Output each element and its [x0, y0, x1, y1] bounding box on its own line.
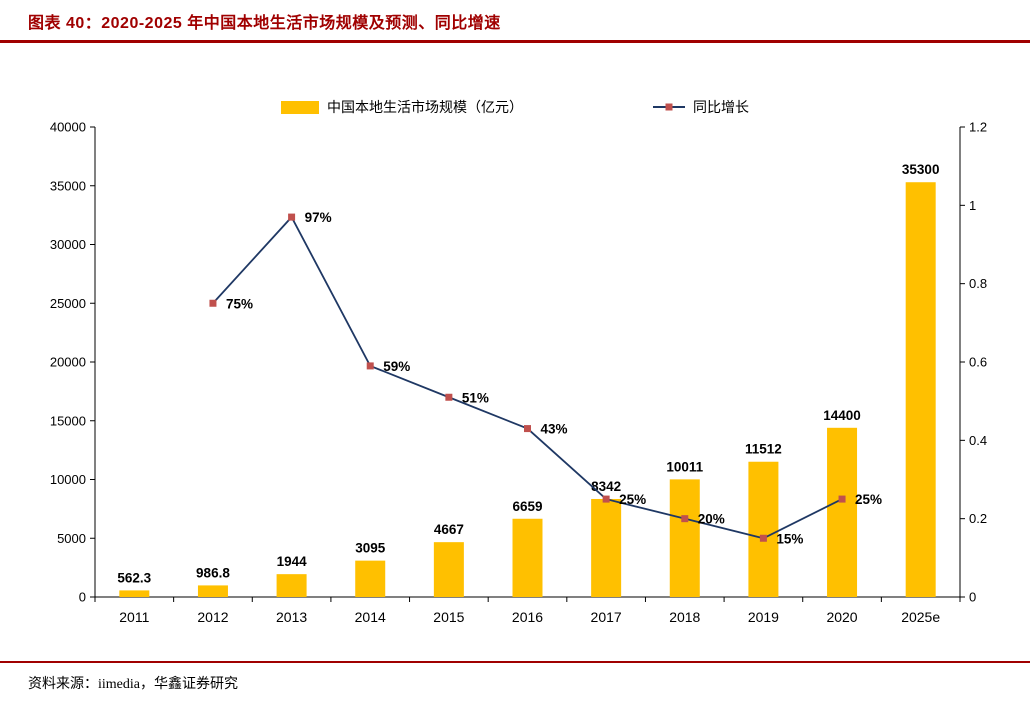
- line-series-swatch: [653, 103, 685, 111]
- right-tick-label: 1.2: [969, 120, 987, 135]
- chart-header: 图表 40：2020-2025 年中国本地生活市场规模及预测、同比增速: [0, 0, 1030, 43]
- bar: [827, 427, 858, 597]
- legend-label-growth: 同比增长: [693, 99, 749, 115]
- growth-marker: [838, 495, 846, 503]
- growth-marker: [288, 213, 296, 221]
- bar: [276, 574, 307, 597]
- x-category-label: 2013: [276, 609, 307, 625]
- chart-legend: 中国本地生活市场规模（亿元） 同比增长: [0, 97, 1030, 117]
- bar-series-swatch: [281, 100, 319, 114]
- growth-value-label: 59%: [383, 359, 410, 374]
- left-tick-label: 25000: [50, 296, 86, 311]
- growth-marker: [524, 425, 531, 433]
- growth-value-label: 75%: [226, 296, 253, 311]
- bar: [119, 590, 150, 597]
- bar-value-label: 3095: [355, 541, 386, 556]
- right-tick-label: 0.8: [969, 276, 987, 291]
- growth-value-label: 25%: [855, 492, 882, 507]
- bar-value-label: 4667: [434, 522, 464, 537]
- bar-value-label: 986.8: [196, 565, 230, 580]
- x-category-label: 2012: [197, 609, 228, 625]
- bar: [433, 542, 464, 597]
- growth-value-label: 25%: [619, 492, 646, 507]
- left-tick-label: 15000: [50, 413, 86, 428]
- x-category-label: 2014: [355, 609, 386, 625]
- bar: [748, 461, 779, 597]
- x-category-label: 2020: [826, 609, 857, 625]
- bar-value-label: 1944: [277, 554, 308, 569]
- bar: [355, 560, 386, 597]
- source-note: 资料来源：iimedia，华鑫证券研究: [28, 677, 238, 692]
- chart-title: 图表 40：2020-2025 年中国本地生活市场规模及预测、同比增速: [28, 15, 501, 32]
- legend-item-market-size: 中国本地生活市场规模（亿元）: [281, 97, 523, 117]
- growth-marker: [366, 362, 374, 370]
- x-category-label: 2015: [433, 609, 464, 625]
- bar: [591, 498, 622, 597]
- legend-item-growth: 同比增长: [653, 97, 749, 117]
- growth-value-label: 43%: [541, 422, 568, 437]
- left-tick-label: 40000: [50, 120, 86, 135]
- growth-marker: [759, 534, 767, 542]
- bar: [197, 585, 228, 597]
- growth-marker: [602, 495, 610, 503]
- right-tick-label: 0.2: [969, 511, 987, 526]
- x-category-label: 2019: [748, 609, 779, 625]
- left-tick-label: 35000: [50, 178, 86, 193]
- growth-marker: [445, 393, 453, 401]
- growth-value-label: 51%: [462, 390, 489, 405]
- left-tick-label: 5000: [57, 531, 86, 546]
- left-tick-label: 30000: [50, 237, 86, 252]
- left-tick-label: 10000: [50, 472, 86, 487]
- bar-value-label: 562.3: [117, 570, 151, 585]
- bar-value-label: 11512: [745, 442, 782, 457]
- growth-value-label: 15%: [776, 531, 803, 546]
- growth-value-label: 20%: [698, 512, 725, 527]
- chart-footer: 资料来源：iimedia，华鑫证券研究: [0, 661, 1030, 693]
- right-tick-label: 1: [969, 198, 976, 213]
- bar: [669, 479, 700, 597]
- bar-value-label: 6659: [512, 499, 542, 514]
- bar-value-label: 10011: [666, 459, 703, 474]
- left-tick-label: 0: [79, 590, 86, 605]
- x-category-label: 2011: [119, 609, 149, 625]
- right-tick-label: 0: [969, 590, 976, 605]
- x-category-label: 2025e: [901, 609, 940, 625]
- legend-label-market-size: 中国本地生活市场规模（亿元）: [327, 99, 523, 115]
- x-category-label: 2017: [591, 609, 622, 625]
- growth-marker: [681, 515, 689, 523]
- growth-value-label: 97%: [305, 210, 332, 225]
- left-tick-label: 20000: [50, 355, 86, 370]
- growth-marker: [209, 299, 217, 307]
- line-marker-icon: [665, 103, 673, 111]
- x-category-label: 2018: [669, 609, 700, 625]
- growth-line: [212, 215, 843, 540]
- bar-value-label: 8342: [591, 479, 621, 494]
- bar: [512, 518, 543, 597]
- bar-value-label: 14400: [823, 408, 861, 423]
- x-category-label: 2016: [512, 609, 543, 625]
- right-tick-label: 0.4: [969, 433, 987, 448]
- bar: [905, 182, 936, 597]
- right-tick-label: 0.6: [969, 355, 987, 370]
- bar-value-label: 35300: [902, 162, 940, 177]
